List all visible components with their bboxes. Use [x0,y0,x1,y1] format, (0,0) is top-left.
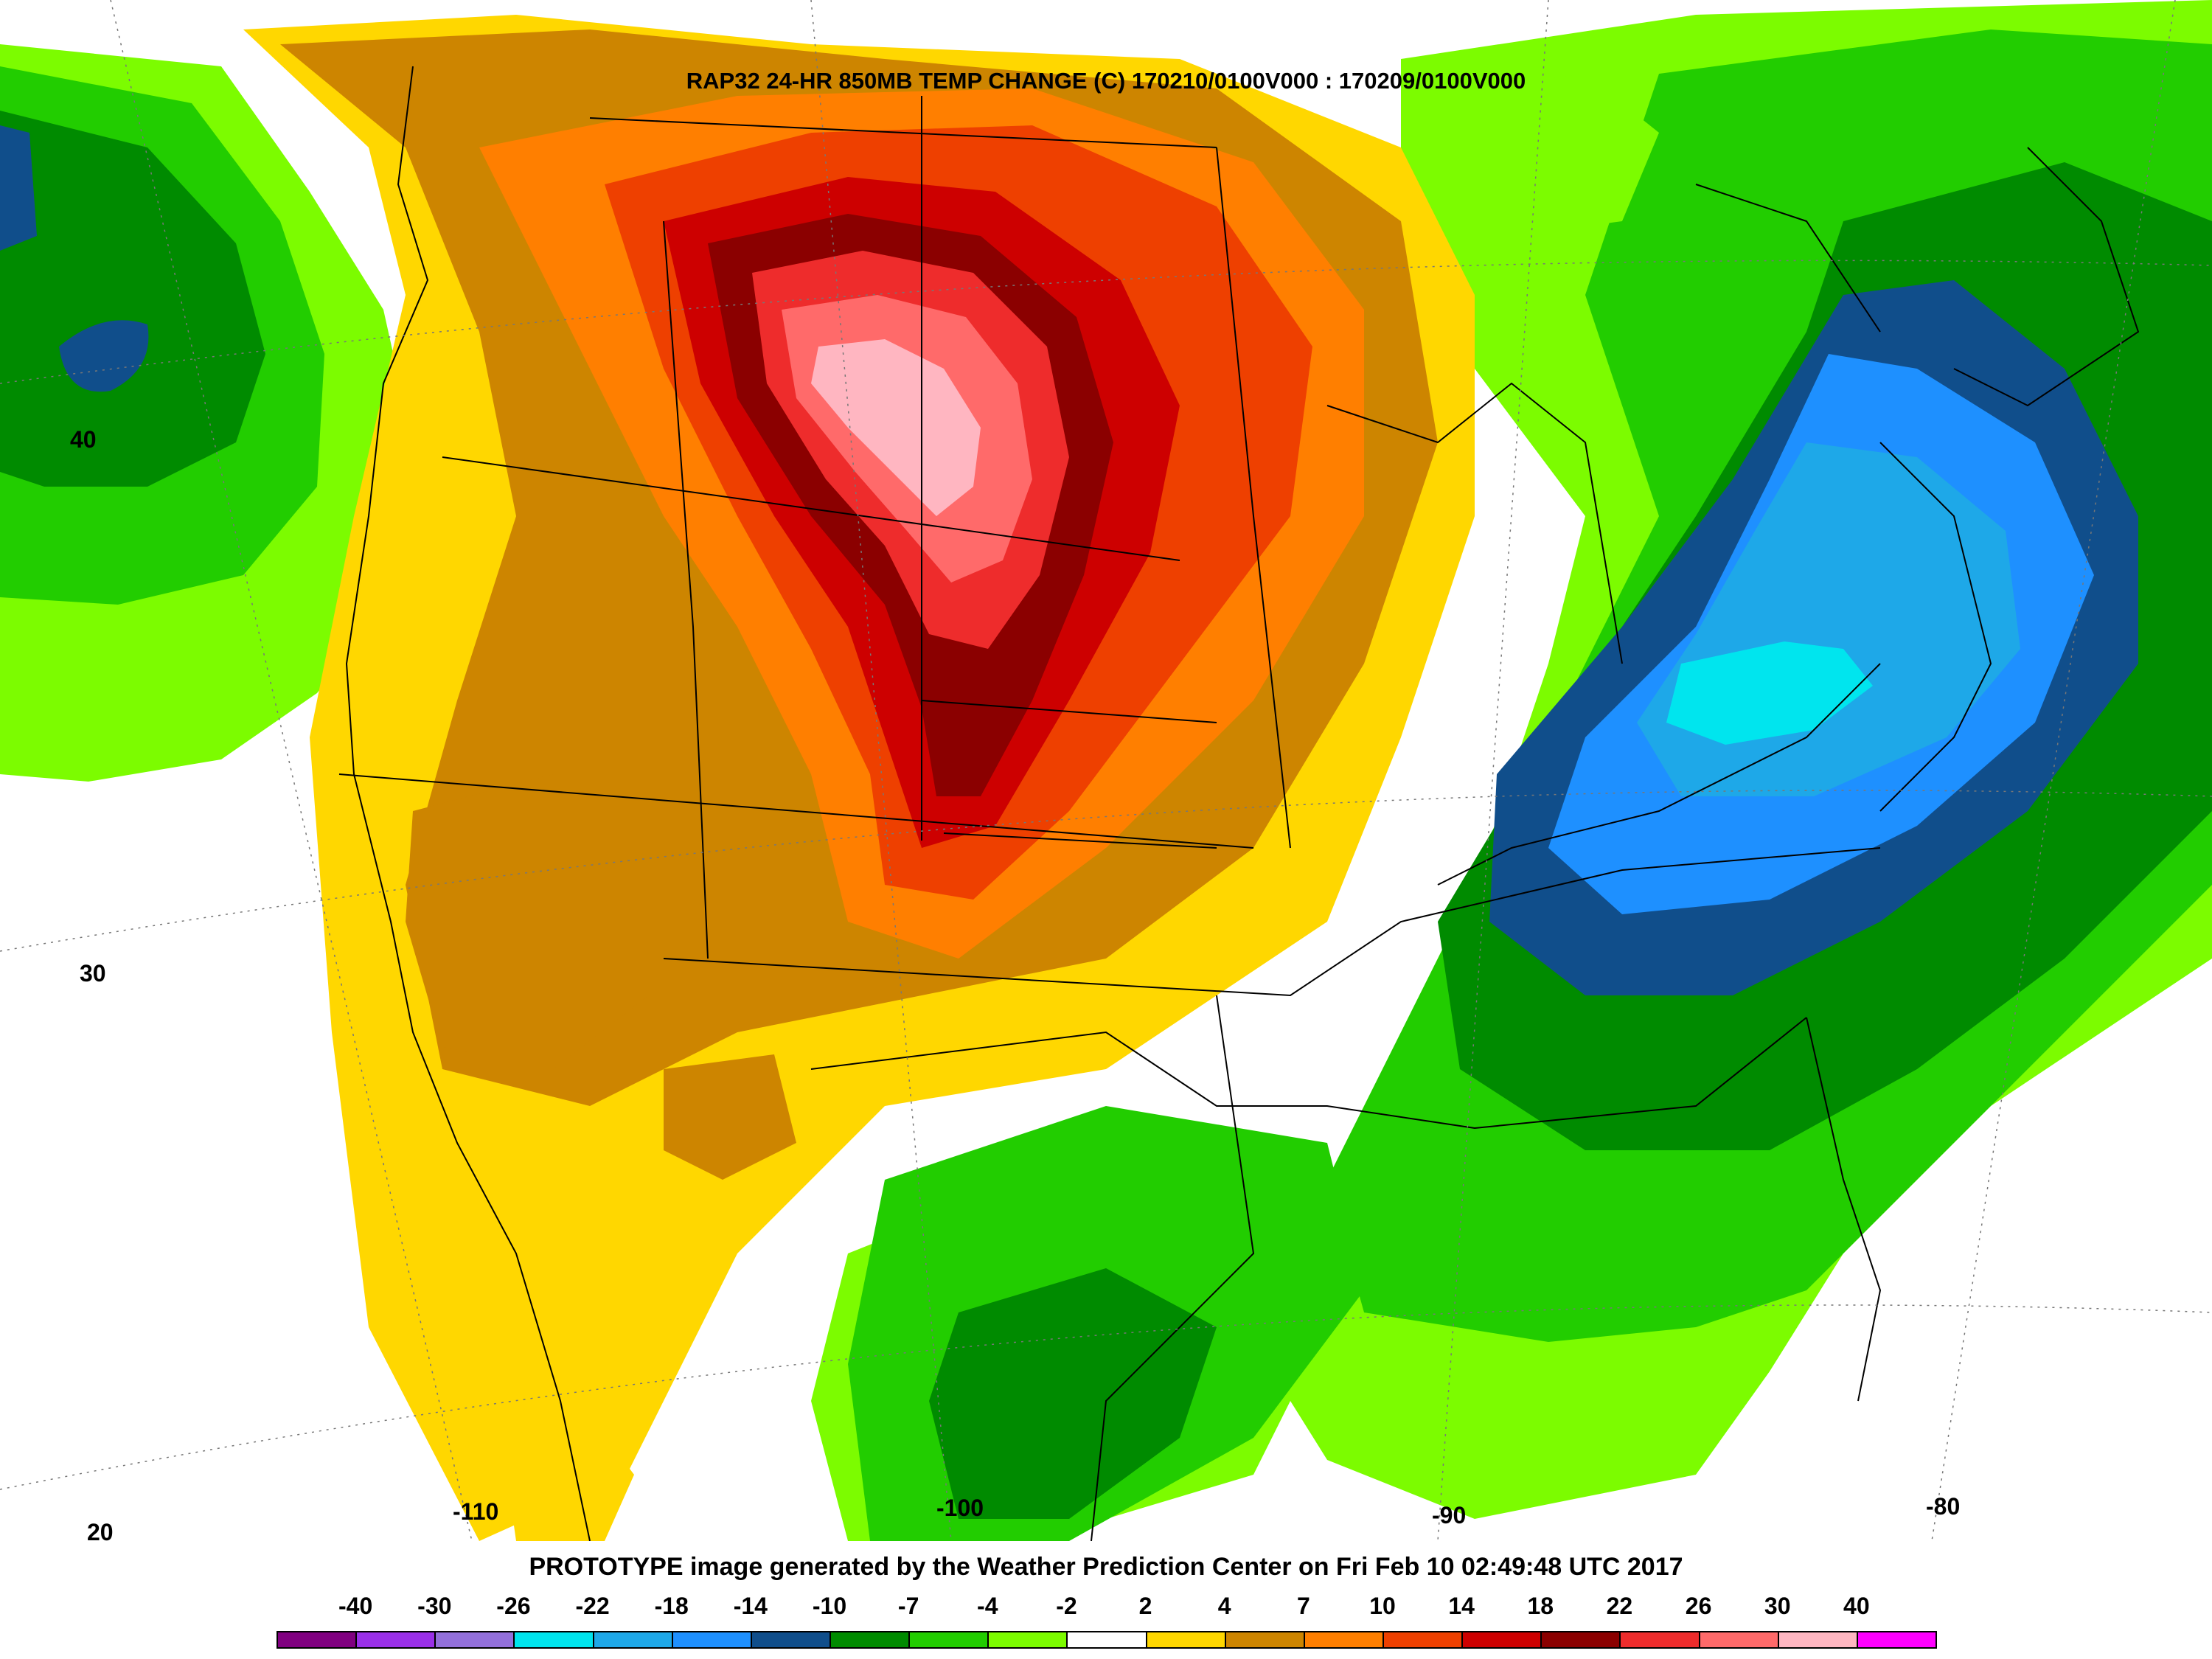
legend-color-bar [276,1631,1937,1653]
legend-swatch [1066,1631,1147,1649]
gulf-dark-green-region [929,1268,1217,1519]
color-legend: -40 -30 -26 -22 -18 -14 -10 -7 -4 -2 2 4 7 10 14 18 22 26… [276,1593,1937,1653]
legend-tick-label: -26 [496,1593,531,1619]
southwest-brown-patch [406,774,664,1069]
legend-tick-label: -40 [338,1593,373,1619]
legend-swatch [987,1631,1068,1649]
map-title: RAP32 24-HR 850MB TEMP CHANGE (C) 170210… [686,68,1526,94]
legend-swatch [1382,1631,1464,1649]
legend-swatch [908,1631,990,1649]
legend-swatch [1856,1631,1937,1649]
legend-swatch [1698,1631,1779,1649]
legend-tick-label: 22 [1606,1593,1633,1619]
legend-swatch [276,1631,358,1649]
legend-swatch [1461,1631,1543,1649]
legend-swatch [1540,1631,1621,1649]
longitude-label-100: -100 [936,1495,984,1521]
graticule [0,0,2212,1541]
legend-tick-label: 40 [1843,1593,1870,1619]
legend-swatch [1303,1631,1384,1649]
legend-swatch [750,1631,831,1649]
latitude-label-40: 40 [70,426,97,453]
legend-tick-label: -7 [897,1593,919,1619]
legend-swatch [434,1631,515,1649]
pacific-blue-spot-north [0,125,37,251]
legend-swatch [513,1631,594,1649]
legend-swatch [1145,1631,1226,1649]
northeast-green-spot [1460,74,1659,236]
pacific-blue-spot [59,320,149,392]
legend-tick-label: 30 [1764,1593,1791,1619]
pacific-dark-green-region [0,111,265,487]
legend-tick-label: 18 [1527,1593,1554,1619]
map-panel: RAP32 24-HR 850MB TEMP CHANGE (C) 170210… [0,0,2212,1541]
legend-swatch [1619,1631,1700,1649]
plains-pink-core [811,339,981,516]
legend-tick-label: -14 [733,1593,768,1619]
legend-tick-label: 2 [1138,1593,1152,1619]
legend-tick-label: -22 [575,1593,610,1619]
map-borders [338,66,2140,1541]
mexico-yellow-patch [501,1416,634,1541]
legend-swatch [829,1631,911,1649]
legend-tick-label: 26 [1685,1593,1712,1619]
longitude-label-110: -110 [453,1498,499,1525]
legend-tick-label: -4 [977,1593,998,1619]
legend-tick-label: 4 [1217,1593,1231,1619]
footer-attribution: PROTOTYPE image generated by the Weather… [529,1553,1683,1581]
longitude-label-90: -90 [1432,1502,1467,1528]
legend-tick-label: -30 [417,1593,452,1619]
legend-swatch [671,1631,752,1649]
legend-tick-label: 7 [1296,1593,1310,1619]
longitude-label-80: -80 [1926,1493,1961,1520]
legend-swatch [1777,1631,1858,1649]
legend-swatch [592,1631,673,1649]
legend-tick-label: -10 [812,1593,847,1619]
appalachian-cyan-region [1666,641,1873,745]
legend-swatch [1224,1631,1305,1649]
legend-swatch [355,1631,437,1649]
mexico-brown-patch [664,1054,796,1180]
legend-tick-label: -18 [654,1593,689,1619]
latitude-label-20: 20 [87,1519,114,1541]
temperature-change-map [0,0,2212,1541]
latitude-label-30: 30 [80,960,106,987]
legend-tick-label: -2 [1056,1593,1077,1619]
legend-tick-label: 10 [1369,1593,1396,1619]
legend-tick-label: 14 [1448,1593,1475,1619]
